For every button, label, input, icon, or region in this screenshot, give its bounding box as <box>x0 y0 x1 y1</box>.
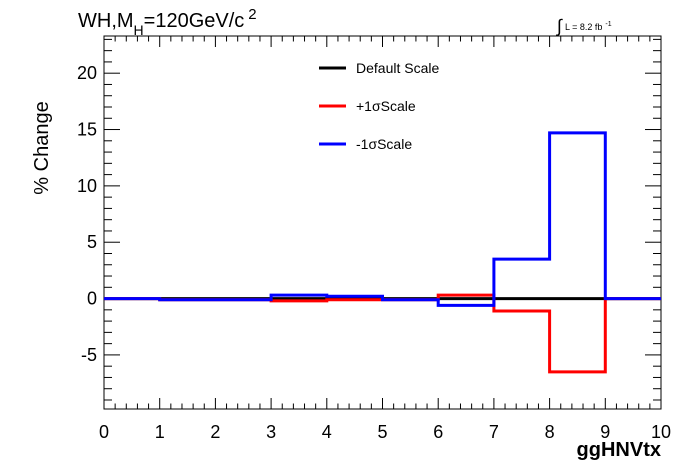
x-axis-title: ggHNVtx <box>577 439 661 461</box>
chart-title: WH,MH=120GeV/c 2 <box>78 6 257 38</box>
x-tick-label: 2 <box>210 422 220 442</box>
y-tick-label: 0 <box>87 289 97 309</box>
luminosity-label: ∫ L = 8.2 fb -1 <box>555 16 612 36</box>
x-tick-label: 1 <box>155 422 165 442</box>
x-tick-label: 4 <box>322 422 332 442</box>
y-tick-label: 20 <box>77 63 97 83</box>
legend-label-0: Default Scale <box>356 60 439 76</box>
y-axis-title: % Change <box>31 101 53 194</box>
x-tick-label: 6 <box>433 422 443 442</box>
x-tick-label: 5 <box>377 422 387 442</box>
y-tick-label: 15 <box>77 120 97 140</box>
x-axis-ticks <box>103 36 662 409</box>
x-tick-label: 9 <box>600 422 610 442</box>
x-tick-label: 3 <box>266 422 276 442</box>
plot-frame <box>103 35 662 410</box>
y-tick-label: -5 <box>81 345 97 365</box>
legend-label-1: +1σScale <box>356 98 416 114</box>
x-tick-label: 0 <box>99 422 109 442</box>
legend: Default Scale +1σScale -1σScale <box>319 60 439 152</box>
y-axis-ticks <box>104 38 661 401</box>
series-line-2 <box>104 131 661 307</box>
x-tick-label: 7 <box>489 422 499 442</box>
legend-label-2: -1σScale <box>356 136 412 152</box>
x-tick-label: 10 <box>651 422 671 442</box>
series-layer <box>104 131 661 374</box>
x-tick-label: 8 <box>545 422 555 442</box>
y-tick-label: 5 <box>87 232 97 252</box>
y-axis-tick-labels: -5 0 5 10 15 20 <box>77 63 97 365</box>
x-axis-tick-labels: 0 1 2 3 4 5 6 7 8 9 10 <box>99 422 671 442</box>
y-tick-label: 10 <box>77 176 97 196</box>
series-line-1 <box>104 293 661 374</box>
